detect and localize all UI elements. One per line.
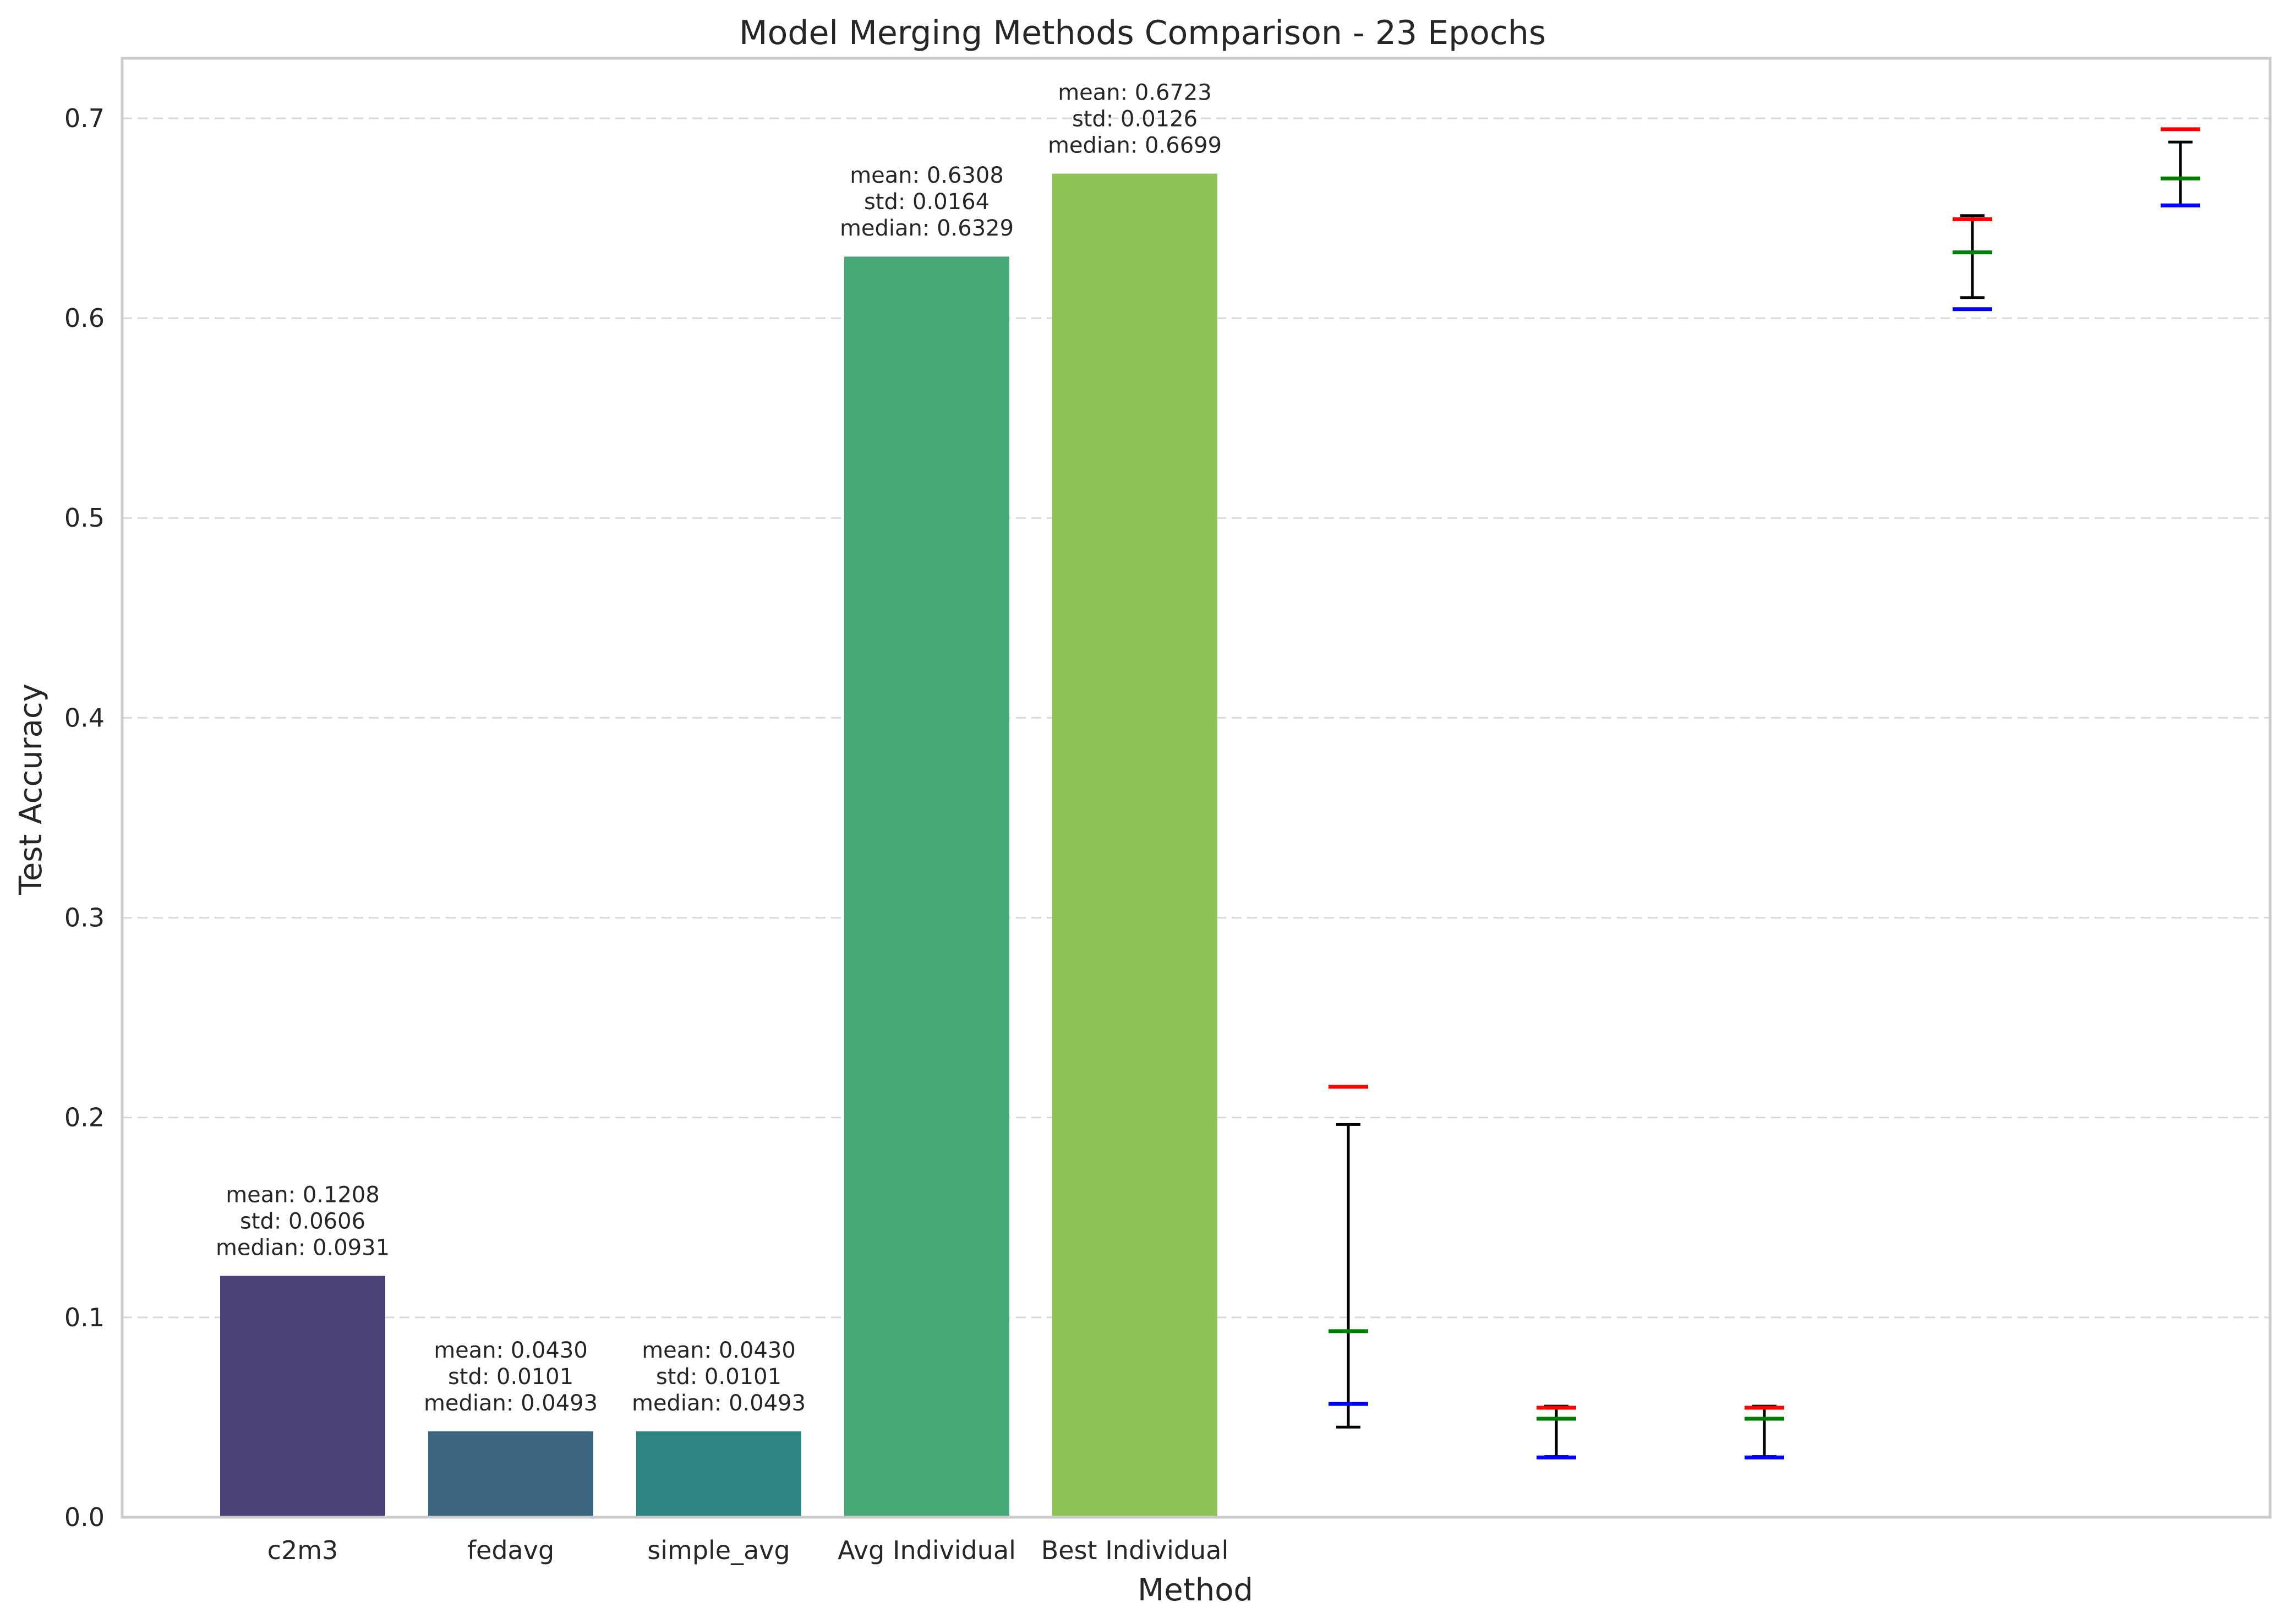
bars [220,173,1217,1518]
x-tick-label: simple_avg [647,1535,790,1565]
bar-annotation: median: 0.6329 [840,216,1014,241]
x-tick-label: fedavg [467,1535,554,1565]
x-tick-label: Avg Individual [838,1535,1016,1565]
chart-title: Model Merging Methods Comparison - 23 Ep… [739,14,1546,52]
x-ticks: c2m3 fedavg simple_avg Avg Individual Best I… [267,1535,1229,1565]
plot-frame [121,57,2272,1519]
y-axis-label: Test Accuracy [13,683,49,895]
y-tick-label: 0.6 [64,303,105,333]
y-tick-label: 0.4 [64,703,105,732]
bar-annotation: std: 0.0101 [448,1364,573,1390]
y-tick-label: 0.7 [64,103,105,133]
y-tick-label: 0.5 [64,503,105,533]
bar-annotation: std: 0.0606 [240,1209,365,1234]
grid [122,117,2270,1319]
error-bars [1329,127,2200,1459]
bar [428,1431,593,1517]
bar [636,1431,801,1517]
bar-annotation: median: 0.6699 [1048,133,1222,158]
x-tick-label: Best Individual [1041,1535,1229,1565]
bar-annotation: mean: 0.6308 [850,163,1004,188]
bar-annotation: median: 0.0931 [216,1235,390,1260]
bar-annotation: mean: 0.0430 [642,1338,796,1363]
y-tick-label: 0.3 [64,903,105,933]
bar-annotation: median: 0.0493 [424,1391,598,1416]
bar [220,1276,385,1517]
bar [1052,173,1217,1518]
y-tick-label: 0.0 [64,1502,105,1532]
x-axis-label: Method [1138,1572,1253,1608]
bar-annotation: std: 0.0126 [1072,107,1198,132]
bar-annotation: std: 0.0101 [656,1364,781,1390]
bar-annotation: mean: 0.1208 [226,1182,380,1207]
bar [844,256,1009,1517]
bar-annotation: std: 0.0164 [864,189,990,215]
y-tick-label: 0.2 [64,1103,105,1133]
x-tick-label: c2m3 [267,1535,338,1565]
y-tick-label: 0.1 [64,1303,105,1332]
bar-annotation: mean: 0.6723 [1058,80,1212,106]
bar-annotation: mean: 0.0430 [434,1338,588,1363]
y-ticks: 0.0 0.1 0.2 0.3 0.4 0.5 0.6 0.7 [64,103,105,1532]
bar-annotation: median: 0.0493 [632,1391,806,1416]
